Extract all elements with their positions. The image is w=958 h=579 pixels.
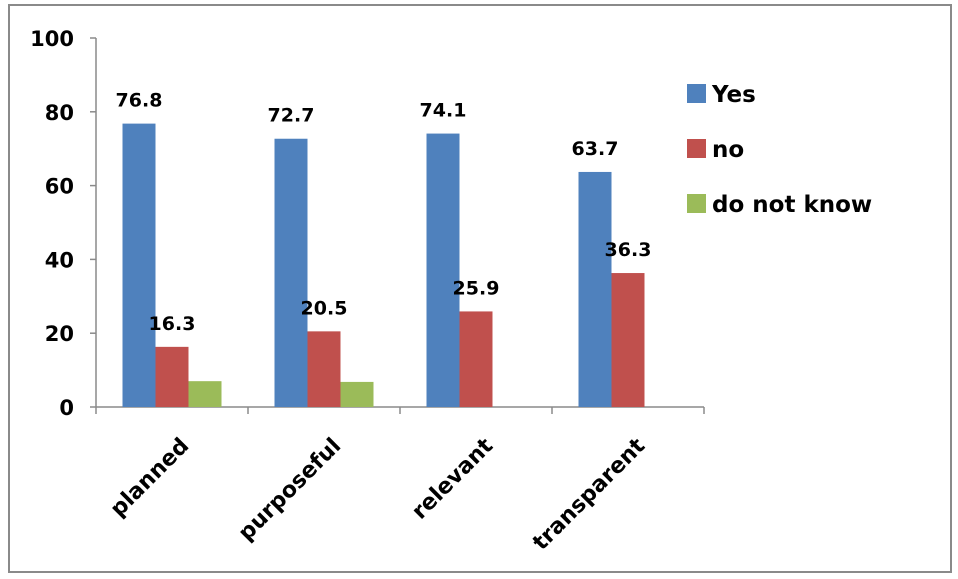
legend-label: Yes — [711, 82, 756, 108]
bar-no-transparent — [611, 273, 645, 407]
data-label: 63.7 — [572, 138, 619, 160]
category-label-relevant: relevant — [407, 433, 498, 524]
data-label: 72.7 — [268, 105, 315, 127]
bars — [122, 123, 645, 408]
bar-no-planned — [155, 346, 189, 407]
legend-swatch — [687, 194, 706, 213]
bar-do-not-know-purposeful — [340, 381, 374, 407]
category-label-planned: planned — [106, 434, 194, 522]
y-tick-label: 0 — [59, 396, 74, 420]
legend-label: do not know — [712, 192, 872, 218]
y-tick-label: 80 — [45, 101, 74, 125]
bar-yes-planned — [122, 123, 156, 407]
y-tick-label: 100 — [30, 27, 74, 51]
chart-frame — [8, 4, 952, 573]
y-tick-label: 20 — [45, 322, 74, 346]
data-label: 36.3 — [605, 239, 652, 261]
data-label: 76.8 — [116, 90, 163, 112]
category-label-purposeful: purposeful — [234, 434, 346, 546]
y-tick-label: 60 — [45, 175, 74, 199]
data-label: 25.9 — [453, 277, 500, 299]
legend: Yes no do not know — [687, 82, 872, 218]
legend-swatch — [687, 139, 706, 158]
bar-yes-transparent — [578, 171, 612, 407]
bar-no-relevant — [459, 311, 493, 407]
bar-yes-purposeful — [274, 138, 308, 407]
data-label: 20.5 — [301, 297, 348, 319]
bar-yes-relevant — [426, 133, 460, 408]
x-axis-ticks — [95, 407, 705, 414]
data-label: 74.1 — [420, 100, 467, 122]
legend-swatch — [687, 84, 706, 103]
data-labels: 76.8 16.3 72.7 20.5 74.1 25.9 63.7 36.3 — [116, 90, 652, 335]
y-tick-label: 40 — [45, 248, 74, 272]
category-label-transparent: transparent — [528, 433, 650, 555]
bar-do-not-know-planned — [188, 381, 222, 407]
data-label: 16.3 — [149, 313, 196, 335]
category-labels: planned purposeful relevant transparent — [106, 433, 651, 555]
bar-no-purposeful — [307, 331, 341, 407]
legend-label: no — [712, 137, 744, 163]
y-axis-ticks: 0 20 40 60 80 100 — [30, 27, 96, 420]
